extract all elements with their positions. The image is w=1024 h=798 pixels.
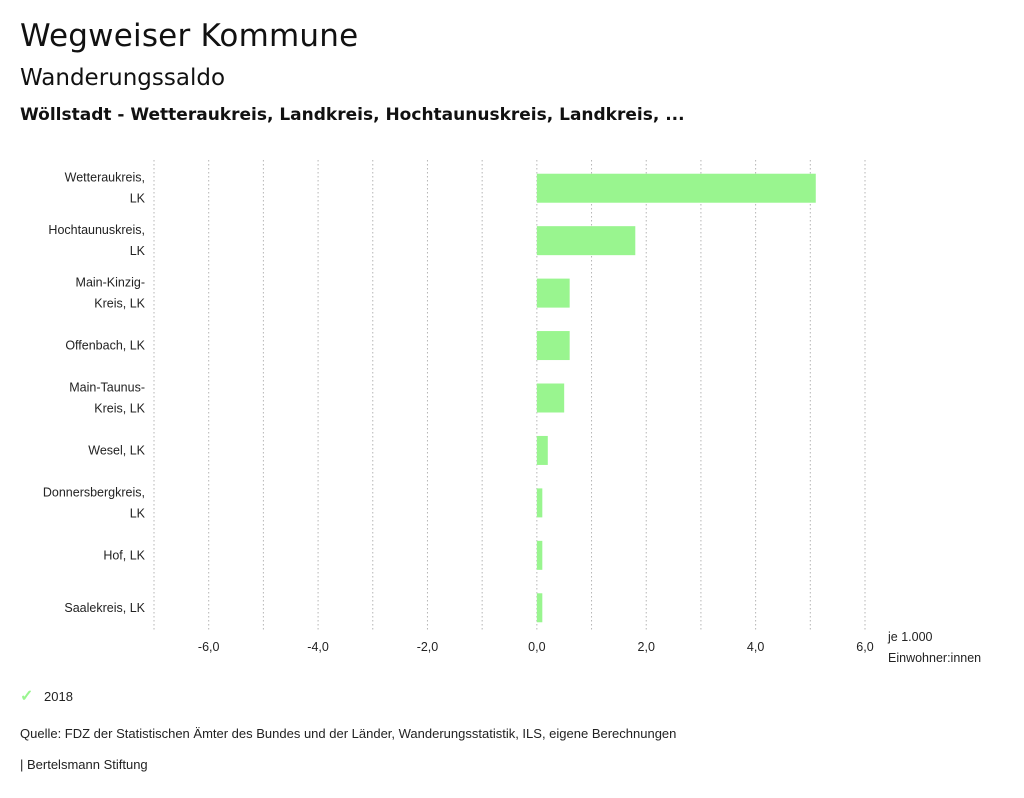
category-label: Donnersbergkreis,	[43, 485, 145, 499]
x-tick-label: -6,0	[198, 640, 220, 654]
page-title: Wegweiser Kommune	[20, 18, 359, 54]
chart-subtitle: Wanderungssaldo	[20, 65, 226, 91]
bar[interactable]	[536, 331, 570, 361]
x-tick-label: 0,0	[528, 640, 545, 654]
category-label: Main-Taunus-	[69, 381, 145, 395]
check-icon[interactable]: ✓	[20, 688, 34, 705]
bar[interactable]	[536, 540, 543, 570]
legend-label-2018[interactable]: 2018	[44, 688, 73, 704]
category-label: LK	[130, 506, 146, 520]
category-label: Kreis, LK	[94, 297, 145, 311]
bar[interactable]	[536, 226, 636, 256]
x-axis-label: je 1.000	[887, 630, 933, 644]
x-axis-label: Einwohner:innen	[888, 651, 981, 665]
bar[interactable]	[536, 173, 816, 203]
category-label: Main-Kinzig-	[76, 276, 145, 290]
region-selection[interactable]: Wöllstadt - Wetteraukreis, Landkreis, Ho…	[20, 105, 685, 125]
bar[interactable]	[536, 383, 565, 413]
bar-chart: -6,0 -4,0 -2,0 0,0 2,0 4,0 6,0 je 1.000 Einwohne…	[43, 160, 981, 665]
x-tick-label: 6,0	[856, 640, 873, 654]
bar[interactable]	[536, 488, 543, 518]
category-label: Wesel, LK	[88, 443, 145, 457]
bar[interactable]	[536, 593, 543, 623]
legend: ✓ 2018	[20, 686, 73, 706]
x-tick-label: -2,0	[417, 640, 439, 654]
category-label: Offenbach, LK	[65, 339, 145, 353]
category-label: LK	[130, 244, 146, 258]
category-label: Kreis, LK	[94, 402, 145, 416]
x-tick-label: -4,0	[307, 640, 329, 654]
bar[interactable]	[536, 435, 548, 465]
category-label: Hochtaunuskreis,	[48, 223, 145, 237]
brand-credit: | Bertelsmann Stiftung	[20, 757, 148, 772]
category-label: Hof, LK	[103, 548, 145, 562]
category-label: LK	[130, 192, 146, 206]
x-tick-label: 4,0	[747, 640, 764, 654]
category-label: Saalekreis, LK	[64, 601, 145, 615]
x-tick-label: 2,0	[638, 640, 655, 654]
source-note: Quelle: FDZ der Statistischen Ämter des …	[20, 726, 677, 741]
bar[interactable]	[536, 278, 570, 308]
category-label: Wetteraukreis,	[65, 171, 145, 185]
